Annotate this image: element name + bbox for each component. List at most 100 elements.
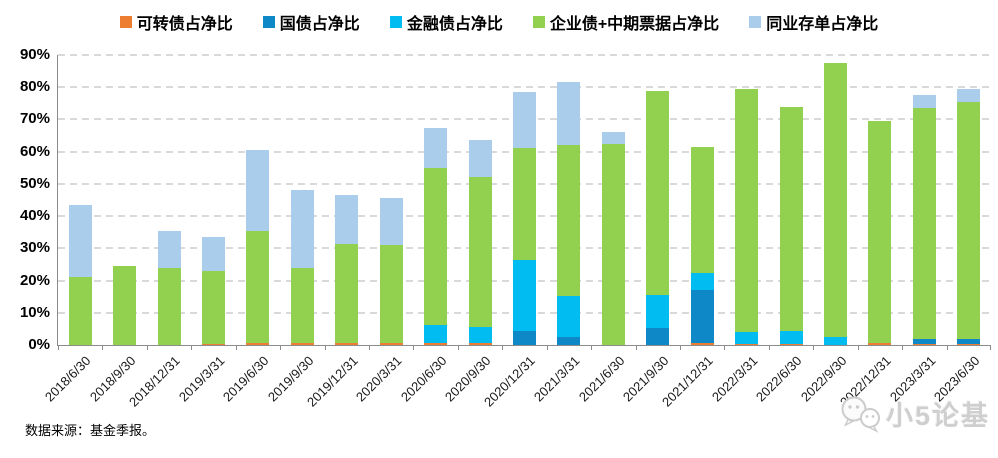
- bar-segment: [557, 296, 581, 337]
- bar-segment: [335, 342, 359, 345]
- bar-segment: [513, 148, 536, 260]
- x-axis-tick: [724, 345, 726, 350]
- x-axis-tick: [857, 345, 859, 350]
- bar-segment: [779, 106, 803, 332]
- bar-segment: [468, 140, 492, 178]
- x-axis-label: 2021/12/31: [659, 353, 716, 410]
- bar-segment: [335, 195, 359, 244]
- x-axis-label: 2018/12/31: [126, 353, 183, 410]
- gridline: [58, 54, 991, 56]
- x-axis-tick: [768, 345, 770, 350]
- bar-segment: [202, 270, 225, 345]
- bar-segment: [957, 101, 981, 340]
- bar-segment: [690, 343, 714, 345]
- bar-segment: [202, 344, 225, 345]
- bar-segment: [379, 245, 403, 343]
- y-axis-tick-label: 40%: [19, 207, 50, 225]
- bar-segment: [113, 266, 137, 345]
- y-axis-tick-label: 90%: [19, 46, 50, 63]
- x-axis-label: 2018/9/30: [86, 353, 139, 405]
- bar-segment: [824, 63, 847, 337]
- bar-segment: [424, 325, 448, 344]
- x-axis-label: 2021/9/30: [619, 353, 672, 405]
- bar-segment: [424, 167, 448, 326]
- bar-segment: [912, 339, 936, 345]
- x-axis-tick: [413, 345, 415, 350]
- x-axis-tick: [946, 345, 948, 350]
- bar-segment: [957, 339, 981, 345]
- x-axis-tick: [102, 345, 104, 350]
- y-axis-tick-label: 60%: [19, 142, 50, 160]
- x-axis-label: 2018/6/30: [42, 353, 94, 405]
- legend-swatch-icon: [262, 16, 275, 28]
- plot-area: [57, 54, 991, 350]
- y-axis-tick-label: 80%: [19, 78, 50, 96]
- x-axis-label: 2019/6/30: [220, 353, 272, 405]
- bar-segment: [912, 95, 936, 109]
- bar-segment: [290, 190, 314, 268]
- legend-item: 同业存单占净比: [749, 10, 878, 34]
- x-axis-label: 2020/12/31: [481, 353, 539, 410]
- bar-segment: [468, 177, 492, 328]
- bar-segment: [557, 336, 581, 345]
- x-axis-tick: [457, 345, 459, 350]
- y-axis-tick-label: 50%: [19, 174, 50, 192]
- x-axis-label: 2020/9/30: [442, 353, 494, 405]
- bar-segment: [379, 198, 403, 246]
- bar-segment: [513, 92, 536, 149]
- x-axis-label: 2022/6/30: [753, 353, 805, 405]
- bar-segment: [957, 344, 981, 345]
- bar-segment: [557, 144, 581, 297]
- legend-label: 国债占净比: [279, 16, 360, 33]
- bar-segment: [157, 267, 181, 345]
- bar-segment: [335, 243, 359, 343]
- y-axis-tick-label: 20%: [19, 271, 50, 289]
- bar-segment: [824, 336, 847, 345]
- wechat-logo-icon: [839, 395, 883, 433]
- y-axis-tick-label: 70%: [19, 110, 50, 128]
- x-axis-tick: [369, 345, 370, 350]
- x-axis-tick: [58, 345, 59, 350]
- x-axis-tick: [546, 345, 548, 350]
- x-axis-label: 2021/3/31: [531, 353, 583, 405]
- legend-item: 企业债+中期票据占净比: [532, 10, 719, 34]
- bar-segment: [290, 267, 314, 343]
- x-axis-tick: [813, 345, 815, 350]
- legend-swatch-icon: [119, 16, 132, 28]
- legend-item: 可转债占净比: [119, 10, 233, 34]
- y-axis-tick-label: 30%: [19, 239, 50, 257]
- x-axis-tick: [146, 345, 148, 350]
- bar-segment: [601, 132, 625, 144]
- bar-segment: [690, 272, 714, 291]
- bar-segment: [868, 121, 892, 344]
- x-axis-tick: [902, 345, 904, 350]
- x-axis-label: 2020/6/30: [397, 353, 450, 405]
- x-axis-tick: [324, 345, 326, 350]
- y-axis-tick-label: 10%: [19, 303, 50, 321]
- legend-swatch-icon: [532, 16, 545, 28]
- watermark-text: 小5论基: [885, 401, 990, 431]
- bar-segment: [513, 330, 536, 345]
- bar-segment: [468, 343, 492, 345]
- bar-segment: [912, 108, 936, 340]
- x-axis-label: 2020/3/31: [353, 353, 405, 405]
- bar-segment: [868, 343, 892, 345]
- bar-segment: [779, 331, 803, 345]
- x-axis-tick: [191, 345, 193, 350]
- bar-segment: [157, 230, 181, 268]
- bar-segment: [424, 127, 448, 168]
- legend-label: 同业存单占净比: [766, 16, 879, 33]
- bar-segment: [601, 143, 625, 345]
- x-axis-tick: [990, 345, 991, 350]
- gridline: [58, 86, 991, 89]
- bar-segment: [735, 332, 759, 345]
- x-axis-label: 2019/9/30: [264, 353, 316, 405]
- x-axis-tick: [235, 345, 237, 350]
- legend-item: 国债占净比: [262, 10, 360, 34]
- x-axis-tick: [280, 345, 282, 350]
- source-note: 数据来源：基金季报。: [25, 423, 156, 438]
- legend-swatch-icon: [389, 16, 402, 28]
- bar-segment: [379, 342, 403, 345]
- bar-segment: [68, 277, 92, 345]
- bar-segment: [424, 343, 448, 345]
